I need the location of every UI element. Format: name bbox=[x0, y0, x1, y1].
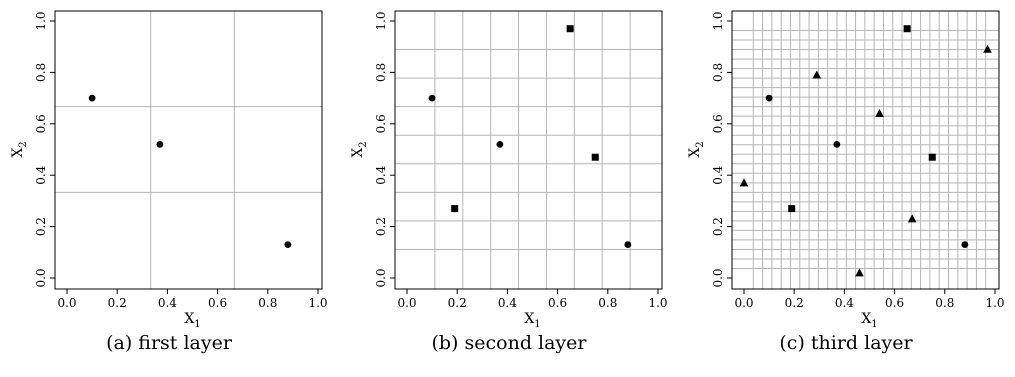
x-tick-label-a-4: 0.8 bbox=[258, 296, 277, 310]
square-point-b-1 bbox=[566, 25, 574, 33]
caption-c: (c) third layer bbox=[779, 332, 913, 354]
circle-point-c-2 bbox=[961, 241, 969, 248]
x-tick-label-a-0: 0.0 bbox=[57, 296, 76, 310]
y-axis-label-a: X2 bbox=[10, 141, 29, 157]
circle-point-b-2 bbox=[624, 241, 632, 248]
x-axis-label-b: X1 bbox=[524, 311, 540, 330]
y-axis-label-b: X2 bbox=[350, 141, 369, 157]
chart-panel-a: 0.0 0.2 0.4 0.6 0.8 1.0 0.0 0.2 0.4 0.6 0.8 1.0 X1 X2… bbox=[0, 0, 338, 377]
x-tick-label-b-0: 0.0 bbox=[397, 296, 416, 310]
y-tick-label-a-4: 0.8 bbox=[34, 63, 48, 82]
x-tick-label-a-3: 0.6 bbox=[208, 296, 227, 310]
y-tick-label-b-1: 0.2 bbox=[374, 217, 388, 236]
y-tick-label-a-2: 0.4 bbox=[34, 165, 48, 184]
plot-frame-b bbox=[394, 10, 663, 290]
x-tick-label-c-1: 0.2 bbox=[785, 296, 804, 310]
square-point-b-2 bbox=[591, 153, 599, 161]
plot-frame-a bbox=[54, 10, 323, 290]
chart-panel-c: 0.0 0.2 0.4 0.6 0.8 1.0 0.0 0.2 0.4 0.6 0.8 1.0 X1 X2… bbox=[677, 0, 1015, 377]
scatter-plot-a: 0.0 0.2 0.4 0.6 0.8 1.0 0.0 0.2 0.4 0.6 0.8 1.0 X1 X2 bbox=[10, 10, 328, 330]
triangle-point-c-1 bbox=[812, 70, 822, 79]
x-tick-label-c-5: 1.0 bbox=[985, 296, 1004, 310]
plot-frame-c bbox=[731, 10, 1000, 290]
y-tick-label-c-0: 0.0 bbox=[711, 268, 725, 287]
circle-point-c-0 bbox=[765, 94, 773, 102]
chart-panel-b: 0.0 0.2 0.4 0.6 0.8 1.0 0.0 0.2 0.4 0.6 0.8 1.0 X1 X2… bbox=[340, 0, 678, 377]
x-tick-label-b-5: 1.0 bbox=[648, 296, 667, 310]
circle-point-b-1 bbox=[496, 140, 504, 148]
x-axis-label-c: X1 bbox=[861, 311, 877, 330]
x-tick-label-a-5: 1.0 bbox=[308, 296, 327, 310]
circle-point-c-1 bbox=[833, 140, 841, 148]
x-tick-label-a-1: 0.2 bbox=[108, 296, 127, 310]
x-tick-label-c-3: 0.6 bbox=[885, 296, 904, 310]
square-point-c-2 bbox=[928, 153, 936, 161]
x-tick-label-c-2: 0.4 bbox=[835, 296, 854, 310]
y-tick-label-c-5: 1.0 bbox=[711, 11, 725, 30]
y-tick-label-c-3: 0.6 bbox=[711, 114, 725, 133]
circle-point-a-1 bbox=[156, 140, 164, 148]
circle-point-b-0 bbox=[428, 94, 436, 102]
x-tick-label-c-4: 0.8 bbox=[935, 296, 954, 310]
x-tick-label-b-3: 0.6 bbox=[548, 296, 567, 310]
triangle-point-c-3 bbox=[875, 109, 884, 118]
y-tick-label-a-5: 1.0 bbox=[34, 11, 48, 30]
y-tick-label-c-1: 0.2 bbox=[711, 217, 725, 236]
x-axis-label-a: X1 bbox=[184, 311, 200, 330]
triangle-point-c-5 bbox=[983, 44, 992, 53]
y-tick-label-a-1: 0.2 bbox=[34, 217, 48, 236]
square-point-c-1 bbox=[903, 25, 911, 33]
y-tick-label-b-3: 0.6 bbox=[374, 114, 388, 133]
scatter-plot-c: 0.0 0.2 0.4 0.6 0.8 1.0 0.0 0.2 0.4 0.6 0.8 1.0 X1 X2 bbox=[687, 10, 1005, 330]
y-tick-label-c-2: 0.4 bbox=[711, 165, 725, 184]
y-tick-label-b-5: 1.0 bbox=[374, 11, 388, 30]
triangle-point-c-4 bbox=[907, 214, 917, 223]
y-tick-label-a-3: 0.6 bbox=[34, 114, 48, 133]
triangle-point-c-2 bbox=[855, 268, 864, 277]
x-tick-label-b-4: 0.8 bbox=[598, 296, 617, 310]
square-point-b-0 bbox=[451, 205, 459, 213]
caption-b: (b) second layer bbox=[431, 332, 587, 354]
x-tick-label-a-2: 0.4 bbox=[158, 296, 177, 310]
caption-a: (a) first layer bbox=[106, 332, 232, 354]
triangle-point-c-0 bbox=[739, 178, 749, 187]
y-axis-label-c: X2 bbox=[687, 141, 706, 157]
circle-point-a-2 bbox=[284, 241, 292, 248]
y-tick-label-a-0: 0.0 bbox=[34, 268, 48, 287]
y-tick-label-b-4: 0.8 bbox=[374, 63, 388, 82]
x-tick-label-b-1: 0.2 bbox=[448, 296, 467, 310]
square-point-c-0 bbox=[788, 205, 796, 213]
y-tick-label-b-0: 0.0 bbox=[374, 268, 388, 287]
x-tick-label-c-0: 0.0 bbox=[734, 296, 753, 310]
y-tick-label-b-2: 0.4 bbox=[374, 165, 388, 184]
y-tick-label-c-4: 0.8 bbox=[711, 63, 725, 82]
scatter-plot-b: 0.0 0.2 0.4 0.6 0.8 1.0 0.0 0.2 0.4 0.6 0.8 1.0 X1 X2 bbox=[350, 10, 668, 330]
circle-point-a-0 bbox=[88, 94, 96, 102]
x-tick-label-b-2: 0.4 bbox=[498, 296, 517, 310]
